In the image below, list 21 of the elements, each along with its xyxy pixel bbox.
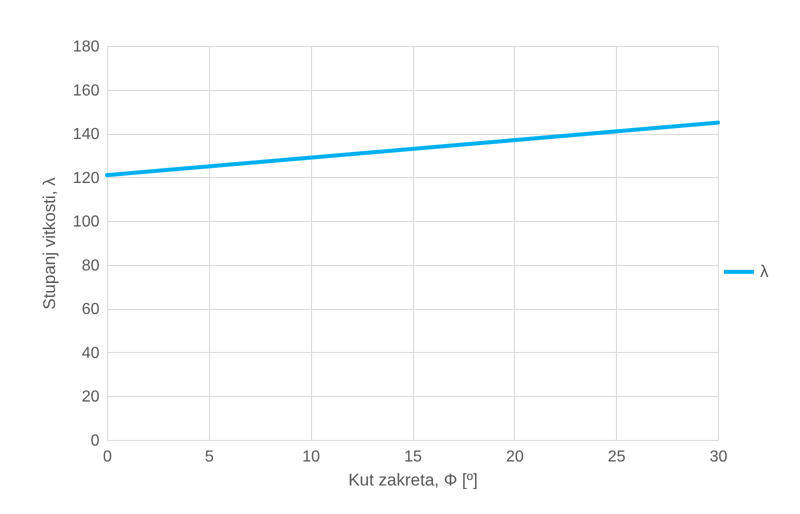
x-tick-label: 30	[710, 448, 728, 466]
x-tick-label: 25	[608, 448, 626, 466]
x-tick-label: 20	[506, 448, 524, 466]
x-tick-label: 5	[204, 448, 214, 466]
y-tick-label: 120	[72, 170, 100, 187]
x-tick-label: 15	[404, 448, 422, 466]
legend-label: λ	[760, 262, 769, 281]
x-tick-label: 10	[302, 448, 320, 466]
y-tick-label: 140	[72, 126, 100, 144]
y-axis-title: Stupanj vitkosti, λ	[40, 176, 59, 310]
x-tick-label: 0	[103, 448, 112, 466]
line-series	[105, 120, 720, 178]
y-tick-label: 80	[82, 257, 100, 274]
y-tick-label: 180	[72, 38, 100, 56]
y-tick-label: 100	[72, 214, 100, 231]
y-tick-label: 20	[82, 388, 100, 406]
y-tick-label: 160	[72, 82, 100, 100]
y-tick-label: 0	[90, 432, 100, 450]
y-tick-label: 40	[82, 344, 100, 362]
y-tick-label: 60	[82, 301, 100, 318]
x-axis-title: Kut zakreta, Φ [º]	[348, 470, 478, 490]
